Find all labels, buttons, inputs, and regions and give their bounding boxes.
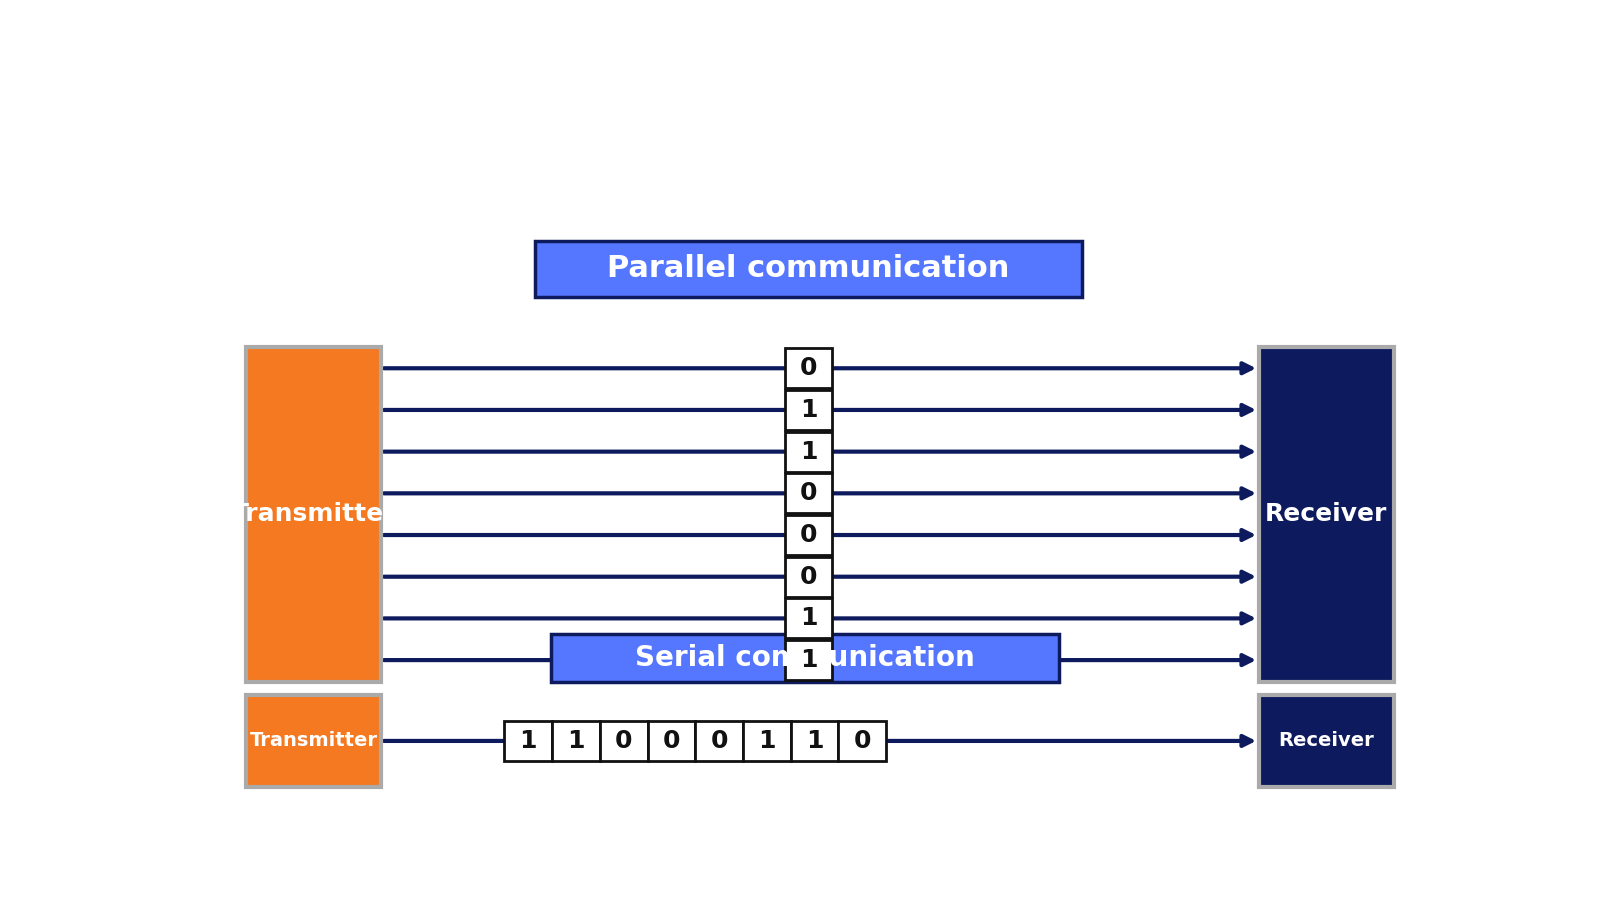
Text: 1: 1 [566, 729, 584, 753]
Bar [784, 390, 832, 430]
Bar [790, 721, 838, 761]
Bar [784, 473, 832, 513]
Bar [784, 432, 832, 472]
Text: 1: 1 [520, 729, 538, 753]
Text: 1: 1 [800, 398, 818, 422]
Text: 0: 0 [800, 564, 818, 589]
Bar [552, 721, 600, 761]
Text: 1: 1 [800, 439, 818, 464]
Bar [784, 598, 832, 638]
Text: Parallel communication: Parallel communication [608, 255, 1010, 284]
Bar [246, 346, 381, 681]
Text: 0: 0 [662, 729, 680, 753]
Text: 0: 0 [800, 356, 818, 381]
Bar [784, 557, 832, 597]
Text: 0: 0 [854, 729, 870, 753]
Bar [784, 515, 832, 555]
Text: 1: 1 [758, 729, 776, 753]
Bar [784, 348, 832, 388]
Text: Receiver: Receiver [1278, 732, 1374, 751]
Text: Serial communication: Serial communication [635, 644, 974, 671]
Text: Transmitter: Transmitter [250, 732, 378, 751]
Bar [742, 721, 790, 761]
Text: Receiver: Receiver [1266, 502, 1387, 526]
Bar [784, 640, 832, 680]
Text: 1: 1 [800, 607, 818, 630]
Bar [1259, 695, 1394, 788]
Bar [600, 721, 648, 761]
Bar [550, 634, 1059, 681]
Bar [534, 241, 1082, 297]
Bar [648, 721, 696, 761]
Text: 0: 0 [710, 729, 728, 753]
Bar [1259, 346, 1394, 681]
Bar [696, 721, 742, 761]
Bar [838, 721, 886, 761]
Text: Transmitter: Transmitter [232, 502, 395, 526]
Text: 0: 0 [800, 523, 818, 547]
Bar [504, 721, 552, 761]
Bar [246, 695, 381, 788]
Text: 1: 1 [806, 729, 824, 753]
Text: 0: 0 [614, 729, 632, 753]
Text: 1: 1 [800, 648, 818, 672]
Text: 0: 0 [800, 482, 818, 505]
